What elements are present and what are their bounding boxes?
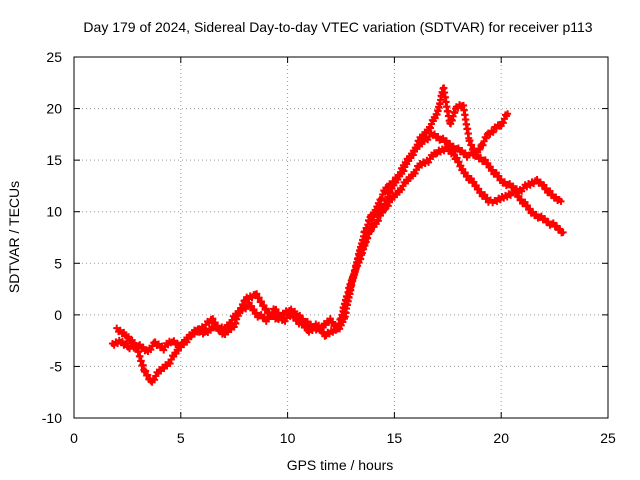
series-track-c bbox=[339, 84, 512, 312]
data-marker bbox=[287, 305, 295, 313]
data-marker bbox=[383, 185, 391, 193]
data-marker bbox=[116, 326, 124, 334]
x-tick-label: 25 bbox=[600, 430, 616, 446]
data-marker bbox=[133, 344, 141, 352]
axes: 0 5 10 15 20 25 -10 -5 0 5 10 15 20 25 bbox=[42, 49, 616, 446]
x-tick-label: 5 bbox=[177, 430, 185, 446]
data-series bbox=[108, 84, 567, 386]
data-marker bbox=[120, 328, 128, 336]
y-axis-label: SDTVAR / TECUs bbox=[6, 181, 22, 293]
data-marker bbox=[317, 327, 325, 335]
x-tick-label: 15 bbox=[387, 430, 403, 446]
data-marker bbox=[151, 376, 159, 384]
x-axis-label: GPS time / hours bbox=[287, 457, 394, 473]
data-marker bbox=[209, 315, 217, 323]
data-marker bbox=[166, 360, 174, 368]
y-tick-label: -5 bbox=[50, 358, 63, 374]
y-tick-label: 20 bbox=[46, 101, 62, 117]
data-marker bbox=[211, 319, 219, 327]
data-marker bbox=[144, 371, 152, 379]
y-tick-label: -10 bbox=[42, 410, 62, 426]
data-marker bbox=[476, 145, 484, 153]
data-marker bbox=[482, 134, 490, 142]
x-tick-label: 20 bbox=[493, 430, 509, 446]
data-marker bbox=[504, 110, 512, 118]
data-marker bbox=[489, 128, 497, 136]
plot-frame bbox=[73, 56, 609, 419]
y-tick-label: 5 bbox=[54, 255, 62, 271]
data-marker bbox=[425, 158, 433, 166]
y-tick-label: 0 bbox=[54, 307, 62, 323]
y-tick-label: 10 bbox=[46, 204, 62, 220]
chart-title: Day 179 of 2024, Sidereal Day-to-day VTE… bbox=[83, 19, 592, 35]
data-marker bbox=[378, 194, 386, 202]
data-marker bbox=[113, 324, 121, 332]
data-marker bbox=[253, 290, 261, 298]
data-marker bbox=[307, 320, 315, 328]
data-marker bbox=[214, 322, 222, 330]
data-marker bbox=[499, 119, 507, 127]
y-tick-label: 25 bbox=[46, 49, 62, 65]
x-tick-label: 10 bbox=[280, 430, 296, 446]
grid bbox=[74, 57, 608, 418]
data-marker bbox=[183, 338, 191, 346]
data-marker bbox=[411, 169, 419, 177]
data-marker bbox=[125, 333, 133, 341]
data-marker bbox=[291, 307, 299, 315]
data-marker bbox=[142, 367, 150, 375]
data-marker bbox=[559, 228, 567, 236]
data-marker bbox=[479, 141, 487, 149]
data-marker bbox=[128, 336, 136, 344]
data-marker bbox=[398, 186, 406, 194]
x-tick-label: 0 bbox=[70, 430, 78, 446]
data-marker bbox=[557, 197, 565, 205]
data-marker bbox=[257, 297, 265, 305]
data-marker bbox=[310, 322, 318, 330]
data-marker bbox=[131, 340, 139, 348]
y-tick-label: 15 bbox=[46, 152, 62, 168]
data-marker bbox=[387, 181, 395, 189]
data-marker bbox=[255, 294, 263, 302]
data-marker bbox=[461, 149, 469, 157]
